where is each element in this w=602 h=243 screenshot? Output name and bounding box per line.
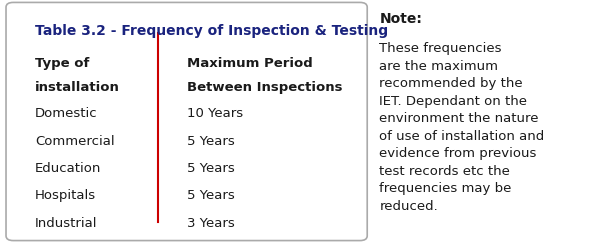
- Text: Note:: Note:: [379, 12, 422, 26]
- Text: Education: Education: [35, 162, 101, 175]
- Text: Commercial: Commercial: [35, 135, 114, 148]
- Text: 3 Years: 3 Years: [187, 217, 234, 230]
- Text: Hospitals: Hospitals: [35, 189, 96, 202]
- Text: Domestic: Domestic: [35, 107, 98, 120]
- Text: Maximum Period: Maximum Period: [187, 57, 312, 70]
- FancyBboxPatch shape: [6, 2, 367, 241]
- Text: These frequencies
are the maximum
recommended by the
IET. Dependant on the
envir: These frequencies are the maximum recomm…: [379, 42, 545, 213]
- Text: Type of: Type of: [35, 57, 89, 70]
- Text: Table 3.2 - Frequency of Inspection & Testing: Table 3.2 - Frequency of Inspection & Te…: [35, 24, 388, 38]
- Text: 5 Years: 5 Years: [187, 135, 234, 148]
- Text: 10 Years: 10 Years: [187, 107, 243, 120]
- Text: 5 Years: 5 Years: [187, 162, 234, 175]
- Text: Industrial: Industrial: [35, 217, 98, 230]
- Text: 5 Years: 5 Years: [187, 189, 234, 202]
- Text: installation: installation: [35, 81, 120, 94]
- Text: Between Inspections: Between Inspections: [187, 81, 342, 94]
